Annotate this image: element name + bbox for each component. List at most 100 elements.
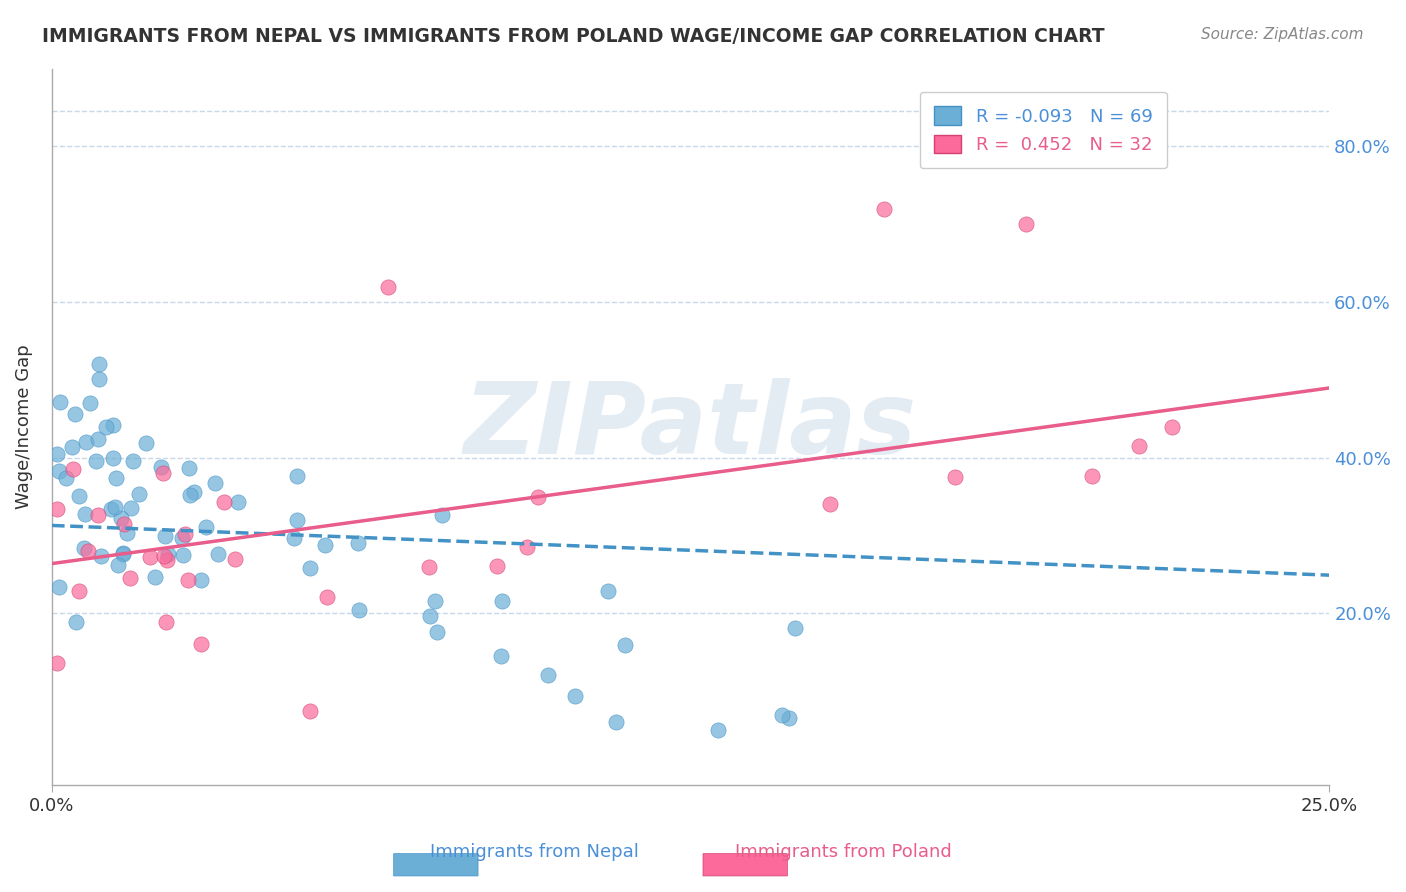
Point [122,454,145,468]
Point [65,615,87,629]
Point [204,476,226,491]
Point [103,450,125,465]
Point [299,561,322,575]
Point [79,396,101,410]
Point [87,357,110,371]
Point [48,464,70,478]
Point [87,508,110,522]
Y-axis label: Wage/Income Gap: Wage/Income Gap [15,344,32,509]
Point [377,279,399,293]
Point [87,432,110,446]
Point [283,531,305,545]
Point [207,547,229,561]
Point [156,548,179,562]
Point [430,508,453,522]
Point [172,548,194,562]
Point [117,526,139,541]
Text: Immigrants from Nepal: Immigrants from Nepal [430,843,638,861]
Point [190,637,212,651]
Point [103,500,125,515]
Point [150,460,173,475]
Point [76,544,98,558]
Point [516,540,538,554]
Point [605,714,627,729]
Point [596,584,619,599]
Point [943,470,966,484]
Point [48,580,70,594]
Point [212,495,235,509]
Point [62,462,84,476]
Point [73,541,96,555]
Point [564,689,586,703]
Point [152,467,174,481]
Point [347,535,370,549]
Point [177,573,200,587]
Point [491,594,513,608]
Point [224,551,246,566]
Point [45,447,67,461]
Point [527,490,550,504]
Text: ZIPatlas: ZIPatlas [464,378,917,475]
Point [128,486,150,500]
Point [96,419,118,434]
Point [90,549,112,563]
Point [153,549,176,563]
Point [89,371,111,385]
Point [1080,468,1102,483]
Point [195,520,218,534]
Point [110,511,132,525]
Point [105,471,128,485]
Point [67,489,90,503]
Legend: R = -0.093   N = 69, R =  0.452   N = 32: R = -0.093 N = 69, R = 0.452 N = 32 [920,92,1167,169]
Text: IMMIGRANTS FROM NEPAL VS IMMIGRANTS FROM POLAND WAGE/INCOME GAP CORRELATION CHAR: IMMIGRANTS FROM NEPAL VS IMMIGRANTS FROM… [42,27,1105,45]
Point [423,594,446,608]
Point [103,418,125,433]
Point [63,407,86,421]
Point [55,470,77,484]
Point [45,656,67,670]
Point [418,560,440,574]
Text: Source: ZipAtlas.com: Source: ZipAtlas.com [1201,27,1364,42]
Point [778,711,800,725]
Point [60,440,83,454]
Point [485,559,508,574]
Point [706,723,728,738]
Point [536,667,558,681]
Point [143,570,166,584]
Point [67,584,90,599]
Point [491,648,513,663]
Point [190,573,212,587]
Point [614,638,637,652]
Point [174,526,197,541]
Point [120,501,142,516]
Point [818,497,841,511]
Point [872,202,894,216]
Point [287,513,309,527]
Point [73,508,96,522]
Point [1015,217,1038,231]
Point [112,516,135,531]
Point [299,704,322,718]
Point [285,468,308,483]
Point [156,553,179,567]
Point [183,485,205,500]
Point [139,549,162,564]
Point [770,707,793,722]
Point [1128,439,1150,453]
Point [179,461,201,475]
Point [49,395,72,409]
Point [1161,420,1184,434]
Point [347,602,370,616]
Point [179,488,201,502]
Point [120,571,142,585]
Point [153,529,176,543]
Point [45,502,67,516]
Point [314,538,336,552]
Point [76,434,98,449]
Point [155,615,177,629]
Point [419,608,441,623]
Point [135,435,157,450]
Point [111,547,134,561]
Point [783,621,806,635]
Point [170,531,193,545]
